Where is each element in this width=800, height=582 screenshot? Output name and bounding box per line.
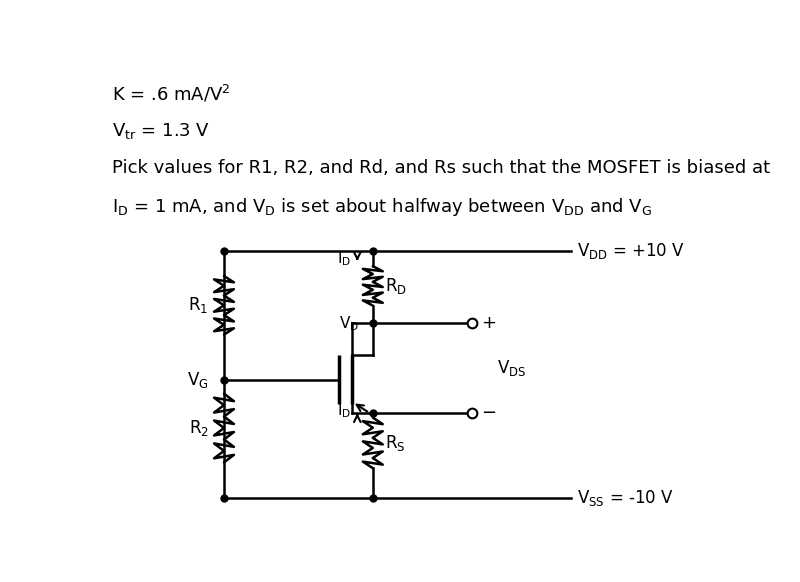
Text: V$_{\mathrm{DD}}$ = +10 V: V$_{\mathrm{DD}}$ = +10 V xyxy=(578,242,686,261)
Text: I$_{\mathrm{D}}$ = 1 mA, and V$_{\mathrm{D}}$ is set about halfway between V$_{\: I$_{\mathrm{D}}$ = 1 mA, and V$_{\mathrm… xyxy=(112,196,653,218)
Text: R$_2$: R$_2$ xyxy=(189,418,209,438)
Text: V$_{\mathrm{SS}}$ = -10 V: V$_{\mathrm{SS}}$ = -10 V xyxy=(578,488,674,508)
Text: +: + xyxy=(482,314,496,332)
Text: R$_1$: R$_1$ xyxy=(188,295,209,315)
Text: −: − xyxy=(482,404,497,422)
Text: V$_{\mathrm{tr}}$ = 1.3 V: V$_{\mathrm{tr}}$ = 1.3 V xyxy=(112,122,210,141)
Text: I$_{\mathrm{D}}$: I$_{\mathrm{D}}$ xyxy=(337,402,351,420)
Text: V$_{\mathrm{G}}$: V$_{\mathrm{G}}$ xyxy=(187,370,209,389)
Text: V$_{\mathrm{D}}$: V$_{\mathrm{D}}$ xyxy=(339,314,359,333)
Text: Pick values for R1, R2, and Rd, and Rs such that the MOSFET is biased at: Pick values for R1, R2, and Rd, and Rs s… xyxy=(112,159,770,178)
Text: V$_{\mathrm{DS}}$: V$_{\mathrm{DS}}$ xyxy=(497,359,526,378)
Text: K = .6 mA/V$^{2}$: K = .6 mA/V$^{2}$ xyxy=(112,83,230,104)
Text: R$_{\mathrm{S}}$: R$_{\mathrm{S}}$ xyxy=(386,433,406,453)
Text: R$_{\mathrm{D}}$: R$_{\mathrm{D}}$ xyxy=(386,276,407,296)
Text: I$_{\mathrm{D}}$: I$_{\mathrm{D}}$ xyxy=(337,249,351,268)
